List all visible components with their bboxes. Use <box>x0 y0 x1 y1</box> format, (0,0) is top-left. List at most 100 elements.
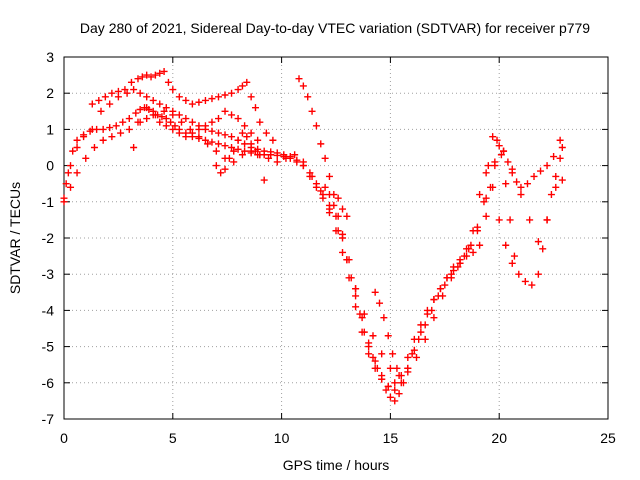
data-point-marker <box>90 144 98 151</box>
data-point-marker <box>352 292 360 300</box>
data-point-marker <box>260 176 268 184</box>
series-track-3 <box>60 107 566 380</box>
data-point-marker <box>384 382 392 390</box>
data-point-marker <box>286 153 294 161</box>
data-point-marker <box>447 270 455 278</box>
series-track-8 <box>371 288 401 372</box>
data-point-marker <box>369 332 377 340</box>
data-point-marker <box>352 285 360 293</box>
data-point-marker <box>182 96 190 104</box>
data-point-marker <box>212 147 220 155</box>
data-point-marker <box>312 122 320 130</box>
data-point-marker <box>114 87 122 95</box>
data-point-marker <box>308 172 316 180</box>
data-point-marker <box>526 216 534 224</box>
data-point-marker <box>178 118 186 126</box>
data-point-marker <box>399 379 407 387</box>
data-point-marker <box>221 142 229 150</box>
data-point-marker <box>80 133 88 141</box>
data-point-marker <box>504 158 512 166</box>
data-point-marker <box>352 303 360 311</box>
data-point-marker <box>169 125 177 133</box>
data-point-marker <box>308 107 316 115</box>
data-point-marker <box>304 93 312 101</box>
data-point-marker <box>465 245 473 253</box>
data-point-marker <box>201 136 209 144</box>
data-point-marker <box>162 115 170 123</box>
data-point-marker <box>556 136 564 144</box>
data-point-marker <box>234 86 242 94</box>
data-point-marker <box>530 172 538 180</box>
data-point-marker <box>369 353 377 361</box>
data-point-marker <box>101 93 109 101</box>
y-tick-label: -4 <box>42 302 55 318</box>
data-point-marker <box>395 372 403 380</box>
data-point-marker <box>67 162 75 170</box>
data-point-marker <box>156 69 164 77</box>
data-point-marker <box>149 96 157 104</box>
x-tick-label: 10 <box>274 430 290 446</box>
data-point-marker <box>221 131 229 139</box>
data-point-marker <box>386 393 394 401</box>
data-point-marker <box>493 136 501 144</box>
data-point-marker <box>106 100 114 108</box>
data-point-marker <box>130 144 138 151</box>
data-point-marker <box>99 136 107 144</box>
data-point-marker <box>413 353 421 361</box>
data-point-marker <box>88 100 96 108</box>
data-point-marker <box>384 332 392 340</box>
data-point-marker <box>378 350 386 358</box>
data-point-marker <box>523 180 531 188</box>
data-point-marker <box>171 122 179 130</box>
data-point-marker <box>358 314 366 322</box>
data-point-marker <box>143 104 151 112</box>
data-point-marker <box>125 115 133 123</box>
data-point-marker <box>543 216 551 224</box>
data-point-marker <box>243 78 251 86</box>
data-point-marker <box>228 144 236 151</box>
data-point-marker <box>182 115 190 123</box>
data-point-marker <box>393 364 401 372</box>
data-point-marker <box>95 96 103 104</box>
data-point-marker <box>214 93 222 101</box>
data-point-marker <box>295 75 303 83</box>
data-point-marker <box>214 115 222 123</box>
data-point-marker <box>436 285 444 293</box>
data-point-marker <box>108 89 116 97</box>
data-point-marker <box>347 274 355 282</box>
data-point-marker <box>73 144 81 151</box>
data-point-marker <box>325 172 333 180</box>
data-point-marker <box>269 136 277 144</box>
data-point-marker <box>534 270 542 278</box>
data-point-marker <box>365 343 373 351</box>
data-point-marker <box>325 191 333 199</box>
data-point-marker <box>339 234 347 242</box>
data-point-marker <box>69 147 77 155</box>
data-point-marker <box>415 335 423 343</box>
data-point-marker <box>299 82 307 90</box>
data-point-marker <box>265 154 273 162</box>
data-point-marker <box>195 133 203 141</box>
data-point-marker <box>228 133 236 141</box>
data-point-marker <box>321 154 329 162</box>
data-point-marker <box>221 165 229 173</box>
data-point-marker <box>267 148 275 156</box>
data-point-marker <box>169 86 177 94</box>
data-point-marker <box>67 183 75 191</box>
series-track-7 <box>130 104 262 151</box>
data-point-marker <box>334 227 342 235</box>
data-point-marker <box>282 154 290 162</box>
data-point-marker <box>430 296 438 304</box>
data-point-marker <box>460 252 468 260</box>
y-tick-label: -3 <box>42 266 55 282</box>
data-point-marker <box>343 212 351 220</box>
data-point-marker <box>73 169 81 177</box>
data-point-marker <box>117 129 125 137</box>
data-point-marker <box>147 73 155 81</box>
series-track-5 <box>295 75 518 405</box>
data-point-marker <box>162 122 170 130</box>
data-point-marker <box>62 180 70 188</box>
data-point-marker <box>273 158 281 166</box>
data-point-marker <box>125 125 133 133</box>
y-tick-label: -7 <box>42 411 55 427</box>
